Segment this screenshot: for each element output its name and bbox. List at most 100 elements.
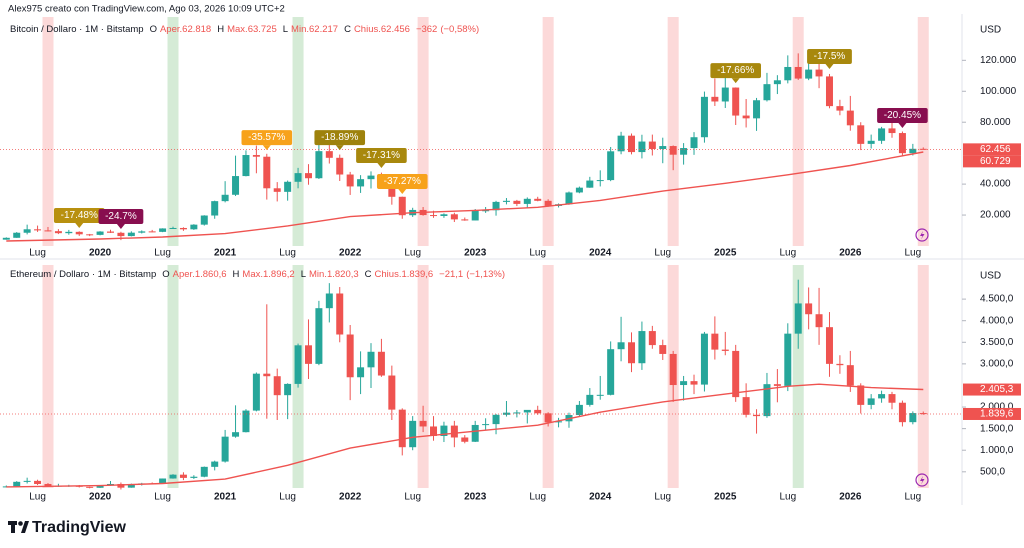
candle-body [232,432,240,437]
highlight-band [417,17,429,246]
candle-body [96,485,104,488]
candle-body [179,474,187,478]
candle-body [44,230,52,232]
candle-body [596,180,604,182]
candle-body [221,194,229,202]
annotation-label: -18.89% [321,132,358,143]
candle-body [294,345,302,384]
legend-value: 62.456 [381,24,410,35]
legend-name: Min. [309,269,327,280]
candle-body [680,148,688,155]
candle-body [513,200,521,204]
y-tick-label: 1.000,0 [980,445,1014,456]
legend-change-pct: (−1,13%) [466,269,505,280]
candle-body [794,66,802,79]
legend-letter: C [365,269,372,280]
candle-body [607,349,615,395]
legend-letter: C [344,24,351,35]
candle-body [898,402,906,423]
candle-body [846,110,854,126]
candle-body [2,237,10,240]
candle-body [732,87,740,116]
candle-body [242,155,250,177]
candle-body [711,96,719,102]
legend-letter: O [162,269,169,280]
candle-body [304,173,312,179]
y-tick-label: 40.000 [980,179,1011,190]
candle-body [523,198,531,204]
candle-body [65,231,73,234]
candle-body [430,426,438,436]
candle-body [846,365,854,386]
candle-body [409,420,417,448]
legend-symbol: Ethereum / Dollaro · 1M · Bitstamp [10,269,156,280]
axis-unit: USD [980,271,1001,282]
candle-body [336,157,344,175]
candle-body [502,200,510,202]
candle-body [805,69,813,79]
y-tick-label: 3.500,0 [980,337,1014,348]
candle-body [169,227,177,229]
annotation-box [241,130,293,146]
x-tick-label: 2024 [589,492,612,503]
candle-body [263,373,271,377]
candle-body [815,69,823,77]
annotation-pointer [377,163,386,169]
x-tick-label: Lug [404,248,421,259]
annotation-box [807,48,852,64]
highlight-band [792,17,804,246]
legend-symbol: Bitcoin / Dollaro · 1M · Bitstamp [10,24,144,35]
candle-body [357,179,365,187]
highlight-band [292,17,304,246]
candle-body [273,376,281,396]
x-tick-label: Lug [779,492,796,503]
candle-body [492,201,500,211]
candle-body [784,66,792,81]
annotation-box [314,130,366,146]
legend-value: 1.860,6 [195,269,227,280]
annotation-pointer [731,78,740,84]
candle-body [586,394,594,405]
annotation-box [98,208,144,224]
candle-body [200,466,208,477]
y-tick-label: 1.500,0 [980,423,1014,434]
candle-body [440,425,448,436]
candle-body [836,106,844,111]
candle-body [96,231,104,235]
price-label-box [963,143,1021,156]
candle-body [575,187,583,193]
candle-body [440,214,448,216]
candle-body [867,140,875,144]
annotation-pointer [825,63,834,69]
candle-body [648,331,656,346]
highlight-band [167,17,179,246]
candle-body [888,128,896,134]
candle-body [513,412,521,414]
y-tick-label: 20.000 [980,210,1011,221]
candle-body [377,351,385,376]
candle-body [44,483,52,486]
candle-body [502,412,510,415]
candle-body [284,181,292,192]
candle-body [179,227,187,230]
candle-body [54,231,62,234]
candle-body [544,413,552,423]
price-label: 62.456 [980,144,1011,155]
legend-value: 62.818 [182,24,211,35]
x-tick-label: 2023 [464,248,487,259]
candle-body [252,373,260,411]
legend-value: 1.820,3 [327,269,359,280]
candle-body [263,156,271,189]
highlight-band [42,17,54,246]
annotation-label: -24.7% [105,211,137,222]
candle-body [753,414,761,417]
candle-body [617,135,625,152]
x-tick-label: Lug [29,492,46,503]
candle-body [315,151,323,179]
candle-body [221,436,229,462]
candle-body [700,333,708,385]
annotation-label: -37.27% [384,176,421,187]
candle-body [34,229,42,231]
legend-letter: L [301,269,306,280]
y-tick-label: 4.500,0 [980,294,1014,305]
